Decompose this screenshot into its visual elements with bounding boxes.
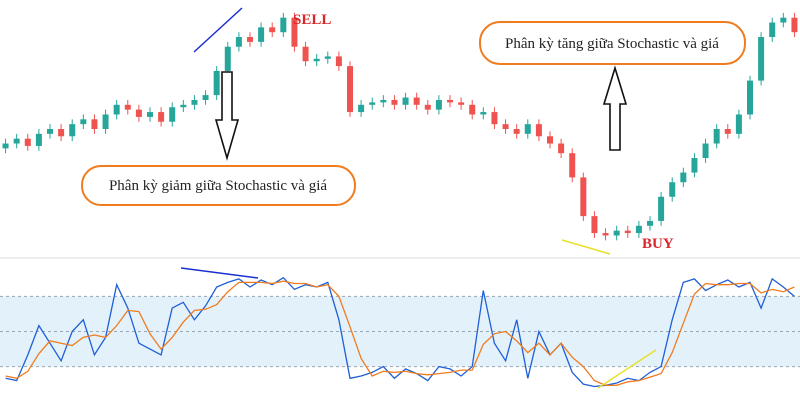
candle-body (13, 138, 20, 144)
candle-body (402, 97, 409, 105)
candle-body (502, 124, 509, 129)
candle-body (47, 129, 53, 134)
candle-body (713, 129, 720, 144)
candle-body (191, 99, 198, 105)
candle-body (513, 129, 520, 134)
candle-body (702, 143, 709, 159)
candle-body (102, 114, 109, 129)
candle-body (680, 172, 687, 183)
candle-body (291, 17, 298, 47)
candle-body (535, 124, 542, 137)
candle-body (735, 114, 742, 134)
price-pane (2, 12, 798, 241)
divergence-line (193, 7, 243, 53)
candle-body (235, 37, 242, 47)
down-arrow (214, 71, 240, 161)
note-text: Phân kỳ giảm giữa Stochastic và giá (109, 178, 327, 194)
candle-body (591, 216, 598, 234)
up-arrow (602, 65, 628, 151)
candle-body (780, 17, 787, 23)
candle-body (24, 138, 31, 146)
candle-body (724, 129, 731, 134)
candle-body (391, 99, 398, 105)
candle-body (580, 177, 587, 217)
stochastic-pane (0, 276, 800, 388)
candle-body (547, 136, 553, 144)
candle-body (213, 70, 220, 96)
candle-body (569, 153, 576, 178)
candle-body (635, 225, 642, 234)
candle-body (491, 112, 498, 125)
candle-body (80, 119, 87, 125)
candle-body (113, 104, 120, 115)
candle-body (458, 102, 465, 105)
candle-body (791, 17, 798, 33)
candle-body (469, 104, 476, 115)
stochastic-line (5, 276, 795, 388)
candle-body (347, 66, 353, 113)
candle-body (224, 46, 231, 71)
stochastic-line (5, 280, 795, 386)
candle-body (135, 109, 142, 117)
candle-body (158, 112, 165, 122)
candle-body (247, 37, 253, 42)
candle-body (169, 107, 176, 122)
divergence-line (561, 239, 611, 255)
candle-body (691, 158, 698, 173)
buy-label: BUY (642, 236, 674, 252)
candle-body (269, 27, 276, 33)
candle-body (658, 196, 665, 221)
note-text: Phân kỳ tăng giữa Stochastic và giá (505, 36, 719, 52)
candle-body (124, 104, 131, 110)
candle-body (202, 95, 209, 100)
candle-body (69, 124, 76, 137)
candle-body (613, 230, 620, 236)
candle-body (58, 129, 65, 137)
divergence-line (180, 267, 259, 279)
candle-body (624, 230, 631, 234)
candle-body (313, 58, 320, 62)
candle-body (747, 80, 753, 115)
candle-body (413, 97, 420, 105)
sell-label: SELL (293, 12, 331, 28)
candle-body (447, 99, 453, 103)
candle-body (758, 37, 765, 81)
candle-body (147, 112, 153, 117)
candle-body (424, 104, 431, 110)
candle-body (324, 56, 331, 59)
candle-body (602, 233, 609, 236)
candle-body (369, 102, 376, 105)
candle-body (380, 99, 387, 103)
candle-body (2, 143, 9, 149)
candle-body (335, 56, 342, 67)
candle-body (180, 104, 187, 108)
candle-body (669, 182, 676, 197)
candle-body (480, 112, 487, 115)
candle-body (769, 22, 776, 38)
candle-body (258, 27, 265, 42)
note-box (479, 21, 746, 65)
note-box (81, 165, 356, 206)
candle-body (302, 46, 309, 62)
candle-body (91, 119, 98, 129)
candle-body (558, 143, 565, 154)
candle-body (35, 133, 42, 146)
candle-body (524, 124, 531, 134)
candle-body (358, 104, 365, 113)
annotations: SELL BUY Phân kỳ giảm giữa Stochastic và… (81, 7, 746, 389)
candle-body (280, 17, 287, 33)
candle-body (647, 220, 653, 226)
divergence-line (597, 349, 657, 389)
candle-body (435, 99, 442, 110)
